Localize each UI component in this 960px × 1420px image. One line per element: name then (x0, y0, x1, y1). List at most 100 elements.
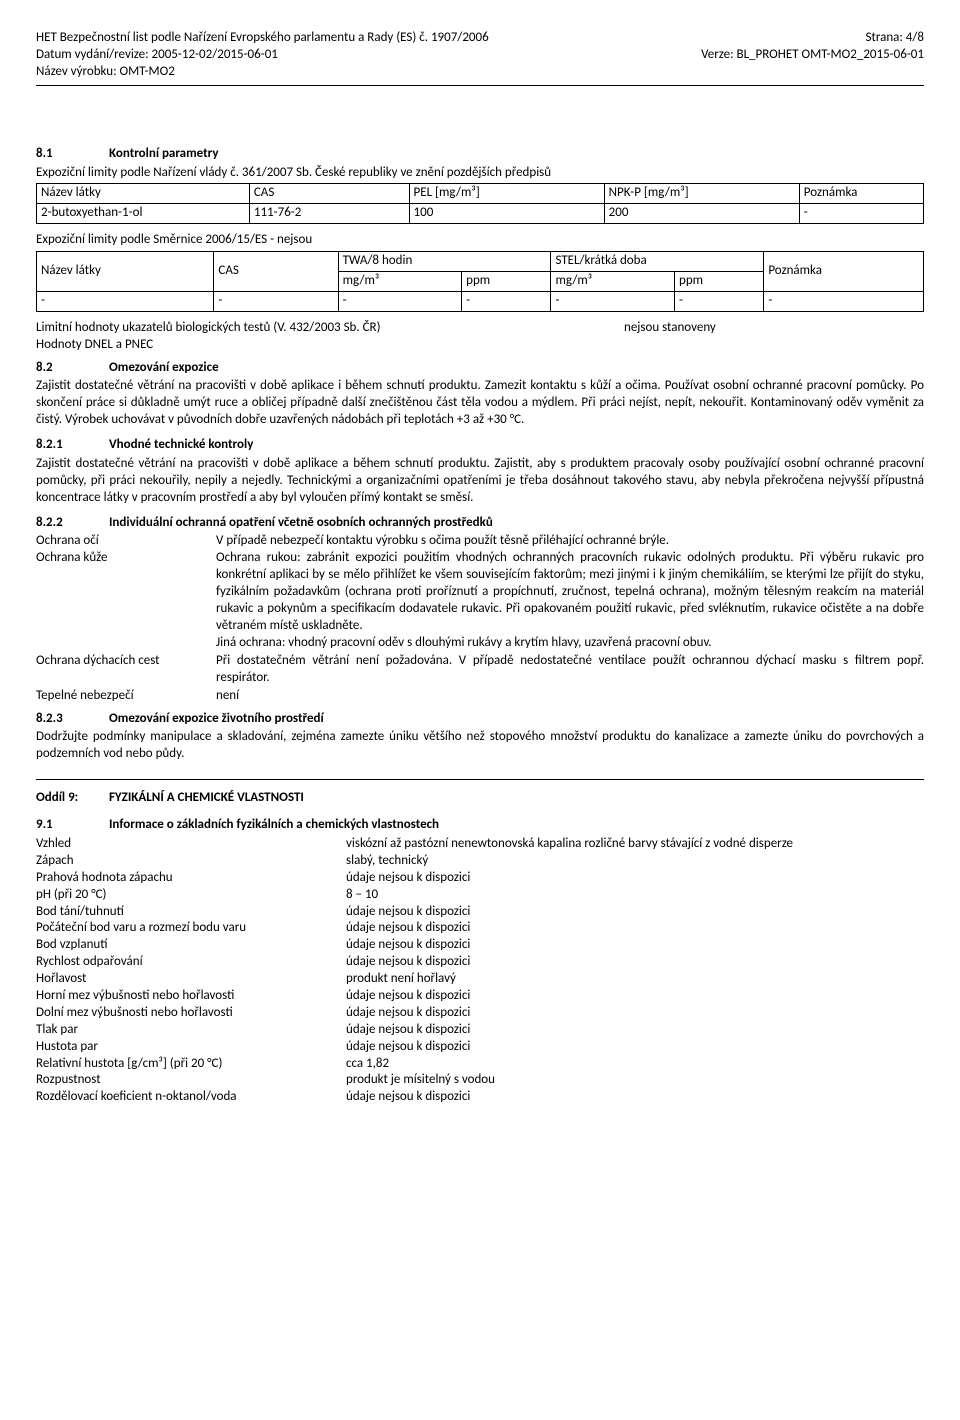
header-right: Strana: 4/8 Verze: BL_PROHET OMT-MO2_201… (701, 30, 924, 81)
section-number: 8.2.2 (36, 515, 106, 532)
ppe-list: Ochrana očíV případě nebezpečí kontaktu … (36, 533, 924, 705)
header-regulation: HET Bezpečnostní list podle Nařízení Evr… (36, 30, 489, 47)
th-substance: Název látky (37, 252, 214, 292)
physchem-label: Hustota par (36, 1039, 346, 1056)
dnel-pnec-label: Hodnoty DNEL a PNEC (36, 337, 924, 354)
physchem-label: Prahová hodnota zápachu (36, 870, 346, 887)
ppe-row: Ochrana dýchacích cestPři dostatečném vě… (36, 653, 924, 687)
physchem-label: Hořlavost (36, 971, 346, 988)
cell: - (675, 291, 764, 311)
table-header-row: Název látky CAS TWA/8 hodin STEL/krátká … (37, 252, 924, 272)
header-product: Název výrobku: OMT-MO2 (36, 64, 489, 81)
ppe-label: Ochrana kůže (36, 550, 216, 651)
th-twa: TWA/8 hodin (338, 252, 551, 272)
physchem-row: Rozdělovací koeficient n-oktanol/vodaúda… (36, 1089, 924, 1106)
section-8-2-3: 8.2.3 Omezování expozice životního prost… (36, 711, 924, 728)
physchem-row: Počáteční bod varu a rozmezí bodu varuúd… (36, 920, 924, 937)
physchem-value: údaje nejsou k dispozici (346, 988, 924, 1005)
physchem-row: Rozpustnostprodukt je mísitelný s vodou (36, 1072, 924, 1089)
physchem-label: Bod tání/tuhnutí (36, 904, 346, 921)
cell-cas: 111-76-2 (249, 204, 409, 224)
physchem-value: slabý, technický (346, 853, 924, 870)
section-title: Omezování expozice (109, 360, 219, 375)
physchem-label: Tlak par (36, 1022, 346, 1039)
ppe-label: Ochrana dýchacích cest (36, 653, 216, 687)
physchem-value: údaje nejsou k dispozici (346, 1039, 924, 1056)
section-8-2: 8.2 Omezování expozice (36, 360, 924, 377)
physchem-label: Vzhled (36, 836, 346, 853)
th-npkp: NPK-P [mg/m³] (604, 184, 799, 204)
physchem-row: Rychlost odpařováníúdaje nejsou k dispoz… (36, 954, 924, 971)
table-row: 2-butoxyethan-1-ol 111-76-2 100 200 - (37, 204, 924, 224)
section-9-heading: Oddíl 9: FYZIKÁLNÍ A CHEMICKÉ VLASTNOSTI (36, 790, 924, 807)
physchem-value: údaje nejsou k dispozici (346, 954, 924, 971)
physchem-row: Vzhledviskózní až pastózní nenewtonovská… (36, 836, 924, 853)
th-cas: CAS (249, 184, 409, 204)
physchem-row: Relativní hustota [g/cm³] (při 20 °C)cca… (36, 1056, 924, 1073)
th-note: Poznámka (799, 184, 923, 204)
exposure-limits-intro-1: Expoziční limity podle Nařízení vlády č.… (36, 165, 924, 182)
cell-npkp: 200 (604, 204, 799, 224)
physchem-value: cca 1,82 (346, 1056, 924, 1073)
physchem-row: Horní mez výbušnosti nebo hořlavostiúdaj… (36, 988, 924, 1005)
section-8-2-2: 8.2.2 Individuální ochranná opatření vče… (36, 515, 924, 532)
ppe-value: V případě nebezpečí kontaktu výrobku s o… (216, 533, 924, 550)
cell-pel: 100 (409, 204, 604, 224)
section-title: Omezování expozice životního prostředí (109, 711, 324, 726)
exposure-limits-intro-2: Expoziční limity podle Směrnice 2006/15/… (36, 232, 924, 249)
physchem-label: Rychlost odpařování (36, 954, 346, 971)
cell: - (338, 291, 462, 311)
physchem-value: údaje nejsou k dispozici (346, 870, 924, 887)
physchem-row: Bod tání/tuhnutíúdaje nejsou k dispozici (36, 904, 924, 921)
cell-note: - (799, 204, 923, 224)
section-8-2-body: Zajistit dostatečné větrání na pracovišt… (36, 378, 924, 429)
header-page: Strana: 4/8 (701, 30, 924, 47)
cell: - (214, 291, 338, 311)
header-left: HET Bezpečnostní list podle Nařízení Evr… (36, 30, 489, 81)
page-header: HET Bezpečnostní list podle Nařízení Evr… (36, 30, 924, 86)
ppe-value: není (216, 688, 924, 705)
th-substance: Název látky (37, 184, 250, 204)
th-cas: CAS (214, 252, 338, 292)
physchem-value: údaje nejsou k dispozici (346, 1089, 924, 1106)
physchem-value: údaje nejsou k dispozici (346, 937, 924, 954)
section-number: 8.1 (36, 146, 106, 163)
physchem-label: Relativní hustota [g/cm³] (při 20 °C) (36, 1056, 346, 1073)
cell: - (551, 291, 675, 311)
section-number: 9.1 (36, 817, 106, 834)
physchem-label: Počáteční bod varu a rozmezí bodu varu (36, 920, 346, 937)
section-8-2-1: 8.2.1 Vhodné technické kontroly (36, 437, 924, 454)
th-pel: PEL [mg/m³] (409, 184, 604, 204)
physchem-label: Dolní mez výbušnosti nebo hořlavosti (36, 1005, 346, 1022)
section-number: 8.2.3 (36, 711, 106, 728)
physchem-label: Rozdělovací koeficient n-oktanol/voda (36, 1089, 346, 1106)
section-title: Vhodné technické kontroly (109, 437, 253, 452)
th-stel-ppm: ppm (675, 272, 764, 292)
physchem-row: Prahová hodnota zápachuúdaje nejsou k di… (36, 870, 924, 887)
ppe-label: Ochrana očí (36, 533, 216, 550)
physchem-row: pH (při 20 °C)8 – 10 (36, 887, 924, 904)
oddil-title: FYZIKÁLNÍ A CHEMICKÉ VLASTNOSTI (109, 790, 304, 805)
section-9-1: 9.1 Informace o základních fyzikálních a… (36, 817, 924, 834)
section-8-2-1-body: Zajistit dostatečné větrání na pracovišt… (36, 456, 924, 507)
physchem-value: 8 – 10 (346, 887, 924, 904)
section-number: 8.2.1 (36, 437, 106, 454)
ppe-row: Ochrana kůžeOchrana rukou: zabránit expo… (36, 550, 924, 651)
table-row: - - - - - - - (37, 291, 924, 311)
physchem-row: Hořlavostprodukt není hořlavý (36, 971, 924, 988)
physchem-value: viskózní až pastózní nenewtonovská kapal… (346, 836, 924, 853)
section-title: Individuální ochranná opatření včetně os… (109, 515, 493, 530)
header-version: Verze: BL_PROHET OMT-MO2_2015-06-01 (701, 47, 924, 64)
physchem-value: údaje nejsou k dispozici (346, 1005, 924, 1022)
section-8-1: 8.1 Kontrolní parametry (36, 146, 924, 163)
physchem-row: Dolní mez výbušnosti nebo hořlavostiúdaj… (36, 1005, 924, 1022)
ppe-value: Při dostatečném větrání není požadována.… (216, 653, 924, 687)
physchem-row: Bod vzplanutíúdaje nejsou k dispozici (36, 937, 924, 954)
physchem-value: produkt není hořlavý (346, 971, 924, 988)
physchem-row: Zápachslabý, technický (36, 853, 924, 870)
physchem-value: produkt je mísitelný s vodou (346, 1072, 924, 1089)
physchem-label: pH (při 20 °C) (36, 887, 346, 904)
divider (36, 779, 924, 780)
physchem-list: Vzhledviskózní až pastózní nenewtonovská… (36, 836, 924, 1106)
physchem-label: Horní mez výbušnosti nebo hořlavosti (36, 988, 346, 1005)
